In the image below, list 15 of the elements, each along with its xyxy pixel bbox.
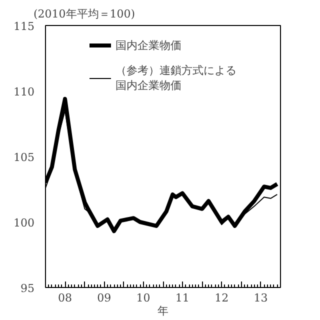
y-tick-label: 105 — [14, 151, 35, 164]
x-axis-title: 年 — [158, 304, 168, 318]
y-tick-label: 100 — [14, 216, 35, 230]
x-tick-label: 12 — [214, 292, 229, 304]
legend-label: （参考）連鎖方式による国内企業物価 — [116, 63, 236, 93]
x-tick-label: 10 — [136, 292, 150, 304]
x-tick-label: 08 — [58, 292, 72, 304]
y-axis-title: (2010年平均＝100) — [34, 8, 136, 20]
legend-label: 国内企業物価 — [116, 38, 182, 52]
y-tick-label: 115 — [14, 20, 35, 33]
x-tick-label: 09 — [97, 292, 112, 304]
x-tick-label: 11 — [175, 292, 190, 304]
x-tick-label: 13 — [254, 292, 268, 304]
y-tick-label: 110 — [14, 86, 35, 98]
y-tick-label: 95 — [20, 282, 35, 295]
